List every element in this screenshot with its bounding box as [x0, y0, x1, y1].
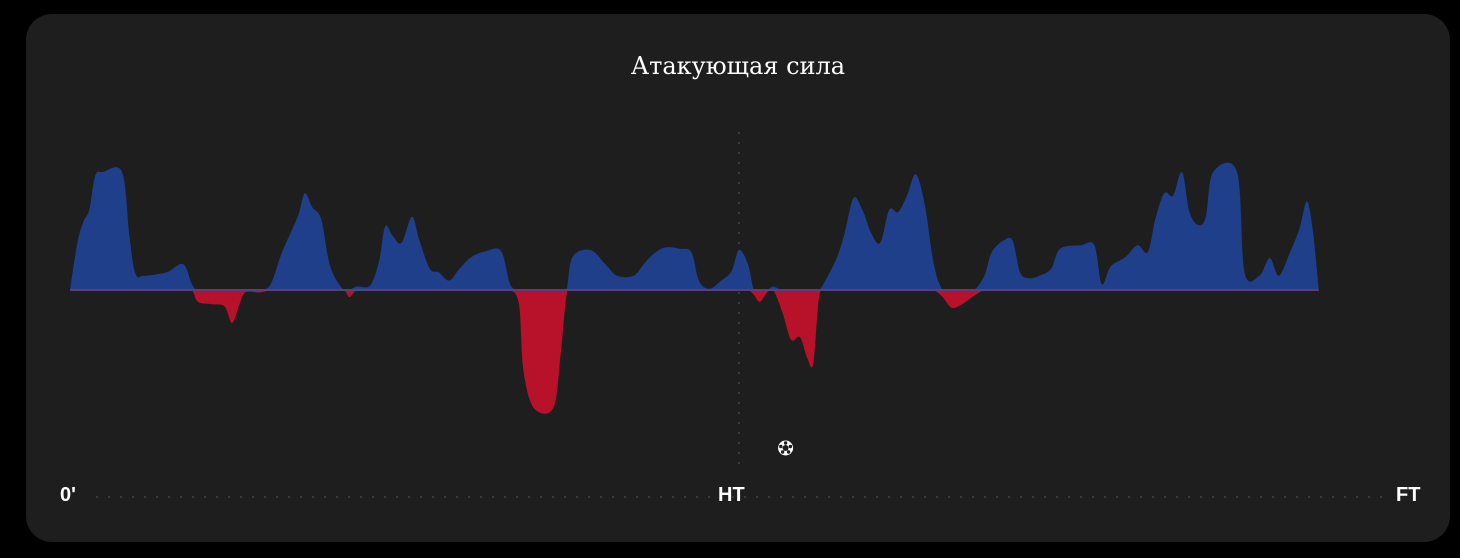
- momentum-chart: [70, 132, 1386, 498]
- x-label-end: FT: [1396, 484, 1421, 506]
- ball-icon: [778, 440, 794, 456]
- chart-title: Атакующая сила: [630, 52, 846, 80]
- x-label-start: 0': [60, 484, 76, 506]
- home-attack-area: [70, 162, 1319, 293]
- away-attack-area: [70, 288, 1319, 414]
- x-label-half: HT: [718, 484, 745, 506]
- attack-momentum-card: Атакующая сила 0' HT FT: [26, 14, 1450, 542]
